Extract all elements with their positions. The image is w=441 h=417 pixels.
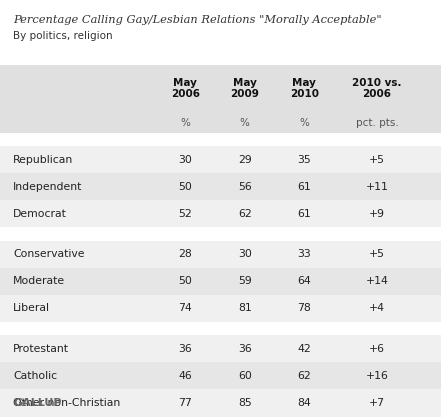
Text: Catholic: Catholic: [13, 371, 57, 381]
Text: 30: 30: [178, 155, 192, 164]
Text: +5: +5: [369, 155, 385, 164]
Text: 59: 59: [238, 276, 252, 286]
Text: 42: 42: [297, 344, 311, 354]
Text: 78: 78: [297, 304, 311, 313]
Text: +5: +5: [369, 249, 385, 259]
Text: May
2009: May 2009: [230, 78, 259, 99]
Text: 50: 50: [178, 182, 192, 191]
Text: 36: 36: [178, 344, 192, 354]
Text: +11: +11: [366, 182, 389, 191]
Text: 74: 74: [178, 304, 192, 313]
Text: 29: 29: [238, 155, 252, 164]
Text: May
2006: May 2006: [171, 78, 200, 99]
Text: Liberal: Liberal: [13, 304, 50, 313]
Text: 35: 35: [297, 155, 311, 164]
Text: Independent: Independent: [13, 182, 82, 191]
Text: %: %: [299, 118, 309, 128]
Text: 64: 64: [297, 276, 311, 286]
Text: 36: 36: [238, 344, 252, 354]
Text: Other non-Christian: Other non-Christian: [13, 398, 120, 408]
Text: pct. pts.: pct. pts.: [356, 118, 398, 128]
Text: By politics, religion: By politics, religion: [13, 31, 113, 41]
Text: +14: +14: [366, 276, 389, 286]
Text: +7: +7: [369, 398, 385, 408]
Text: 52: 52: [178, 209, 192, 219]
Text: 62: 62: [297, 371, 311, 381]
Text: 50: 50: [178, 276, 192, 286]
Text: 33: 33: [297, 249, 311, 259]
Text: Democrat: Democrat: [13, 209, 67, 219]
Text: May
2010: May 2010: [290, 78, 319, 99]
Text: 84: 84: [297, 398, 311, 408]
Text: %: %: [180, 118, 190, 128]
Text: 28: 28: [178, 249, 192, 259]
Text: 81: 81: [238, 304, 252, 313]
Text: 61: 61: [297, 209, 311, 219]
Text: +9: +9: [369, 209, 385, 219]
Text: 60: 60: [238, 371, 252, 381]
Text: +16: +16: [366, 371, 389, 381]
Text: 46: 46: [178, 371, 192, 381]
Text: Percentage Calling Gay/Lesbian Relations "Morally Acceptable": Percentage Calling Gay/Lesbian Relations…: [13, 15, 382, 25]
Text: 61: 61: [297, 182, 311, 191]
Text: Protestant: Protestant: [13, 344, 69, 354]
Text: +4: +4: [369, 304, 385, 313]
Text: Conservative: Conservative: [13, 249, 85, 259]
Text: Republican: Republican: [13, 155, 74, 164]
Text: 30: 30: [238, 249, 252, 259]
Text: 62: 62: [238, 209, 252, 219]
Text: %: %: [240, 118, 250, 128]
Text: 85: 85: [238, 398, 252, 408]
Text: 2010 vs.
2006: 2010 vs. 2006: [352, 78, 402, 99]
Text: Moderate: Moderate: [13, 276, 65, 286]
Text: +6: +6: [369, 344, 385, 354]
Text: 77: 77: [178, 398, 192, 408]
Text: 56: 56: [238, 182, 252, 191]
Text: GALLUP: GALLUP: [13, 398, 62, 408]
